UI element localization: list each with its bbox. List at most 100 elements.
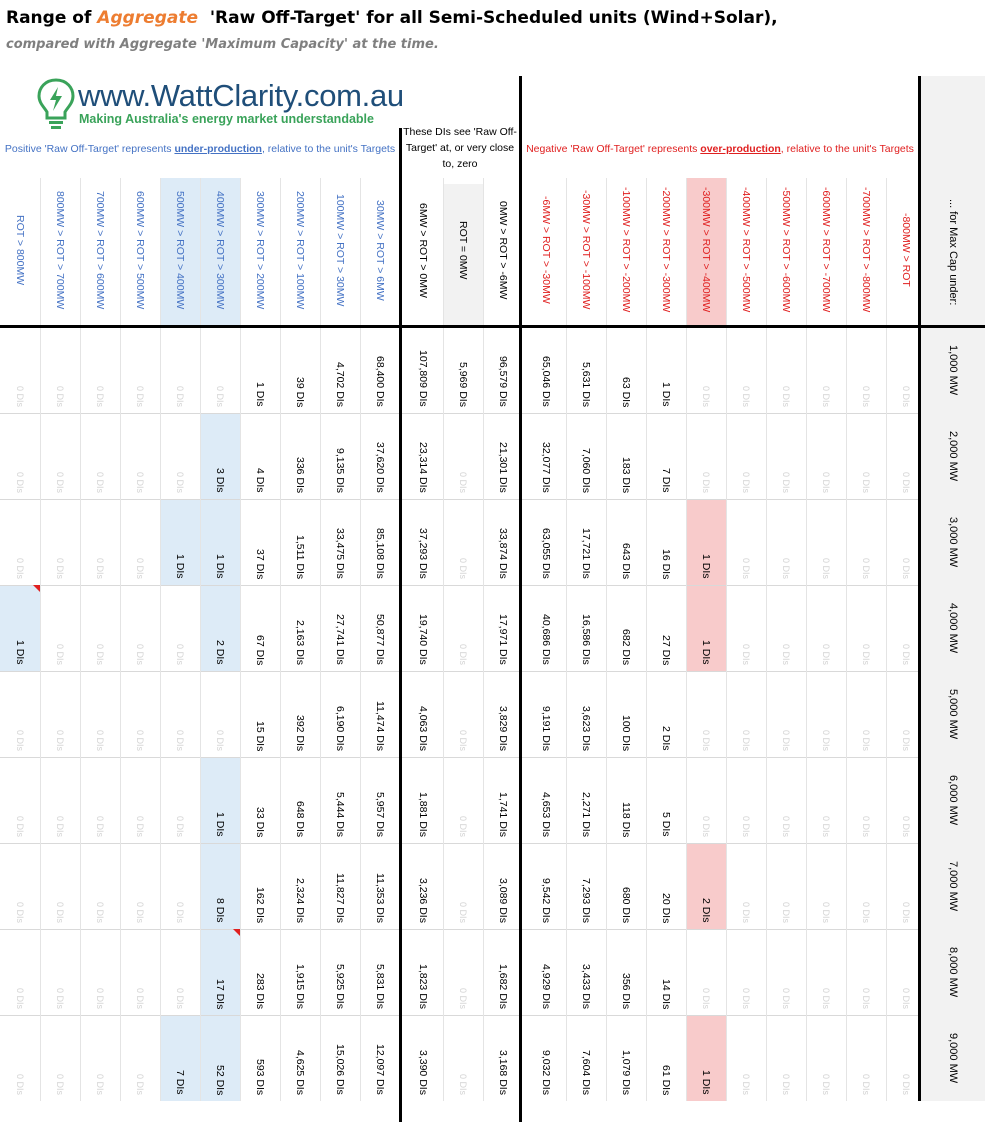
cell-value: 1 DIs [660, 382, 672, 407]
data-cell: 0 DIs [806, 413, 846, 499]
data-cell: 2 DIs [200, 585, 240, 671]
data-cell: 27 DIs [646, 585, 686, 671]
data-cell: 65,046 DIs [526, 327, 566, 413]
cell-value: 2 DIs [214, 640, 226, 665]
cell-value: 0 DIs [135, 815, 145, 837]
data-cell: 0 DIs [0, 757, 40, 843]
data-cell: 1,915 DIs [280, 929, 320, 1015]
cell-value: 61 DIs [660, 1064, 672, 1095]
data-cell: 0 DIs [846, 585, 886, 671]
cell-value: 0 DIs [55, 987, 65, 1009]
column-header: -200MW > ROT > -300MW [646, 178, 686, 322]
cell-value: 0 DIs [821, 987, 831, 1009]
cell-value: 0 DIs [95, 815, 105, 837]
cell-value: 33,475 DIs [334, 528, 346, 579]
row-label: 9,000 MW [921, 1015, 985, 1101]
data-cell: 23,314 DIs [403, 413, 443, 499]
data-cell: 0 DIs [806, 1015, 846, 1101]
cell-value: 15,026 DIs [334, 1044, 346, 1095]
cell-value: 0 DIs [15, 729, 25, 751]
data-cell: 0 DIs [40, 757, 80, 843]
data-cell: 9,542 DIs [526, 843, 566, 929]
title-suffix: for all Semi-Scheduled units (Wind+Solar… [366, 8, 778, 28]
row-divider [0, 413, 921, 414]
row-divider [0, 671, 921, 672]
divider-positive-middle [399, 128, 402, 1122]
data-cell: 17,971 DIs [483, 585, 523, 671]
cell-value: 0 DIs [901, 1073, 911, 1095]
positive-group-header: Positive 'Raw Off-Target' represents und… [4, 141, 396, 157]
column-header: 700MW > ROT > 600MW [80, 178, 120, 322]
data-cell: 0 DIs [120, 671, 160, 757]
negative-suffix: , relative to the unit's Targets [780, 143, 914, 155]
cell-value: 0 DIs [741, 1073, 751, 1095]
cell-value: 4,625 DIs [294, 1050, 306, 1095]
cell-value: 39 DIs [294, 376, 306, 407]
cell-fill [200, 757, 240, 843]
row-label-text: 3,000 MW [947, 516, 959, 568]
cell-value: 0 DIs [458, 1073, 468, 1095]
cell-value: 0 DIs [95, 471, 105, 493]
cell-fill [0, 585, 40, 671]
data-cell: 4 DIs [240, 413, 280, 499]
data-cell: 0 DIs [40, 671, 80, 757]
data-cell: 0 DIs [443, 585, 483, 671]
row-header: ... for Max Cap under: [921, 178, 985, 327]
cell-value: 0 DIs [458, 557, 468, 579]
cell-value: 5,925 DIs [334, 964, 346, 1009]
cell-value: 0 DIs [95, 643, 105, 665]
cell-value: 3,623 DIs [580, 706, 592, 751]
positive-emphasis: under-production [174, 143, 262, 155]
cell-value: 100 DIs [620, 714, 632, 751]
cell-value: 16 DIs [660, 548, 672, 579]
cell-value: 0 DIs [55, 901, 65, 923]
cell-value: 0 DIs [458, 729, 468, 751]
data-cell: 0 DIs [160, 843, 200, 929]
data-cell: 9,191 DIs [526, 671, 566, 757]
cell-value: 32,077 DIs [540, 442, 552, 493]
data-cell: 0 DIs [766, 585, 806, 671]
data-cell: 12,097 DIs [360, 1015, 400, 1101]
cell-value: 27,741 DIs [334, 614, 346, 665]
column-divider [646, 178, 647, 1101]
cell-value: 67 DIs [254, 634, 266, 665]
cell-value: 5,969 DIs [457, 362, 469, 407]
data-cell: 0 DIs [80, 757, 120, 843]
data-cell: 0 DIs [40, 585, 80, 671]
cell-value: 37,620 DIs [374, 442, 386, 493]
cell-value: 1,511 DIs [294, 534, 306, 579]
data-cell: 0 DIs [806, 585, 846, 671]
cell-value: 1,682 DIs [497, 964, 509, 1009]
header-fill [200, 178, 240, 327]
cell-value: 7,060 DIs [580, 448, 592, 493]
row-divider [0, 757, 921, 758]
cell-value: 1,915 DIs [294, 964, 306, 1009]
cell-value: 96,579 DIs [497, 356, 509, 407]
comment-marker [33, 585, 40, 592]
data-cell: 283 DIs [240, 929, 280, 1015]
cell-value: 0 DIs [861, 643, 871, 665]
cell-value: 0 DIs [781, 815, 791, 837]
cell-value: 1,079 DIs [620, 1050, 632, 1095]
column-divider [886, 178, 887, 1101]
title-prefix: Range of [6, 8, 98, 28]
column-divider [280, 178, 281, 1101]
cell-value: 0 DIs [95, 1073, 105, 1095]
data-cell: 4,625 DIs [280, 1015, 320, 1101]
data-cell: 0 DIs [766, 843, 806, 929]
cell-value: 0 DIs [15, 987, 25, 1009]
cell-value: 0 DIs [15, 1073, 25, 1095]
column-header-label: ROT > 800MW [14, 214, 26, 286]
cell-value: 1 DIs [700, 554, 712, 579]
column-divider [443, 178, 444, 1101]
cell-value: 0 DIs [701, 987, 711, 1009]
column-header: 0MW > ROT > -6MW [483, 178, 523, 322]
data-cell: 0 DIs [120, 585, 160, 671]
header-fill [160, 178, 200, 327]
row-label: 1,000 MW [921, 327, 985, 413]
cell-value: 20 DIs [660, 892, 672, 923]
cell-value: 17,721 DIs [580, 528, 592, 579]
data-cell: 0 DIs [160, 327, 200, 413]
data-cell: 5,631 DIs [566, 327, 606, 413]
row-label-text: 7,000 MW [947, 860, 959, 912]
